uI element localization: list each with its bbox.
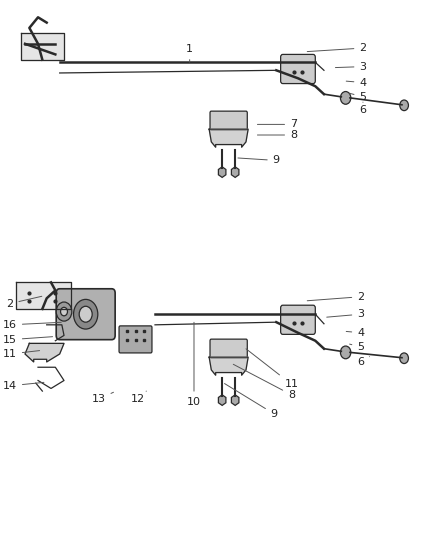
FancyBboxPatch shape <box>281 305 315 334</box>
Text: 2: 2 <box>307 43 367 53</box>
Text: 12: 12 <box>131 391 146 404</box>
Text: 3: 3 <box>336 62 367 71</box>
Text: 15: 15 <box>3 335 53 345</box>
Circle shape <box>340 92 351 104</box>
Text: 1: 1 <box>186 44 193 62</box>
Text: 6: 6 <box>360 102 367 115</box>
Text: 6: 6 <box>357 357 370 367</box>
Text: 13: 13 <box>92 392 113 404</box>
Text: 7: 7 <box>258 119 297 130</box>
Text: 8: 8 <box>258 130 297 140</box>
Polygon shape <box>209 129 248 147</box>
Text: 3: 3 <box>327 309 364 319</box>
Polygon shape <box>209 357 248 375</box>
Text: 9: 9 <box>225 384 278 419</box>
Circle shape <box>56 302 72 321</box>
Text: 4: 4 <box>346 328 364 338</box>
Circle shape <box>60 308 67 316</box>
Text: 11: 11 <box>3 349 39 359</box>
Polygon shape <box>25 343 64 362</box>
Text: 9: 9 <box>238 156 280 165</box>
Text: 8: 8 <box>233 364 295 400</box>
Text: 11: 11 <box>246 349 298 389</box>
Text: 5: 5 <box>350 342 364 352</box>
FancyBboxPatch shape <box>210 111 247 130</box>
Polygon shape <box>16 282 71 309</box>
Circle shape <box>74 300 98 329</box>
FancyBboxPatch shape <box>281 54 315 84</box>
FancyBboxPatch shape <box>210 339 247 358</box>
Circle shape <box>79 306 92 322</box>
Text: 10: 10 <box>187 322 201 407</box>
Circle shape <box>400 353 409 364</box>
Text: 2: 2 <box>307 292 364 302</box>
Circle shape <box>400 100 409 111</box>
Circle shape <box>340 346 351 359</box>
FancyBboxPatch shape <box>119 326 152 353</box>
FancyBboxPatch shape <box>56 289 115 340</box>
Polygon shape <box>21 33 64 60</box>
Text: 4: 4 <box>346 77 367 87</box>
Text: 14: 14 <box>3 381 44 391</box>
Text: 16: 16 <box>3 320 61 330</box>
Text: 5: 5 <box>350 92 367 102</box>
Text: 2: 2 <box>6 296 42 309</box>
